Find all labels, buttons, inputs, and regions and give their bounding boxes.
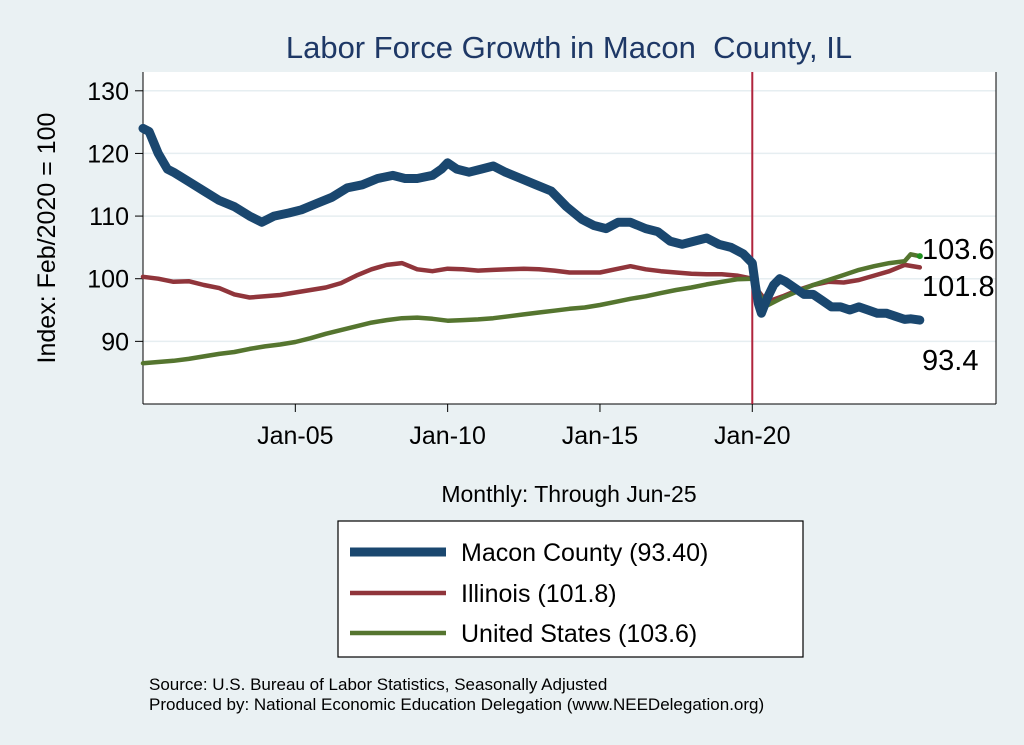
y-tick-label: 100 bbox=[87, 266, 129, 294]
produced-by-line: Produced by: National Economic Education… bbox=[149, 695, 764, 714]
chart-title: Labor Force Growth in Macon County, IL bbox=[286, 30, 852, 65]
x-axis-title: Monthly: Through Jun-25 bbox=[441, 481, 696, 507]
y-tick-label: 90 bbox=[101, 328, 129, 356]
x-tick-label: Jan-20 bbox=[714, 422, 790, 450]
end-label-us: 103.6 bbox=[922, 234, 995, 266]
end-label-illinois: 101.8 bbox=[922, 271, 995, 303]
plot-area bbox=[143, 72, 996, 404]
legend-label-macon: Macon County (93.40) bbox=[461, 539, 708, 567]
end-label-macon: 93.4 bbox=[922, 345, 978, 377]
y-tick-label: 130 bbox=[87, 78, 129, 106]
y-tick-label: 110 bbox=[89, 203, 129, 231]
legend-label-illinois: Illinois (101.8) bbox=[461, 580, 617, 608]
source-line: Source: U.S. Bureau of Labor Statistics,… bbox=[149, 675, 607, 694]
x-tick-label: Jan-10 bbox=[409, 422, 485, 450]
legend-label-us: United States (103.6) bbox=[461, 620, 697, 648]
end-marker-us bbox=[916, 253, 923, 260]
y-tick-label: 120 bbox=[87, 140, 129, 168]
x-tick-label: Jan-05 bbox=[257, 422, 333, 450]
y-axis-title: Index: Feb/2020 = 100 bbox=[33, 113, 61, 364]
x-tick-label: Jan-15 bbox=[562, 422, 638, 450]
series-line-macon bbox=[138, 123, 925, 325]
